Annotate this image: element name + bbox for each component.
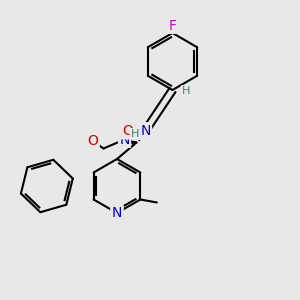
Text: N: N [140, 124, 151, 137]
Text: H: H [182, 86, 190, 97]
Text: F: F [169, 19, 176, 32]
Text: H: H [131, 129, 139, 139]
Text: N: N [112, 206, 122, 220]
Text: O: O [122, 124, 133, 138]
Text: O: O [122, 124, 133, 138]
Text: N: N [119, 133, 130, 146]
Text: H: H [182, 86, 190, 97]
Text: H: H [131, 129, 139, 139]
Text: N: N [112, 206, 122, 220]
Text: F: F [169, 19, 176, 32]
Text: N: N [119, 133, 130, 146]
Text: O: O [88, 134, 98, 148]
Text: N: N [140, 124, 151, 137]
